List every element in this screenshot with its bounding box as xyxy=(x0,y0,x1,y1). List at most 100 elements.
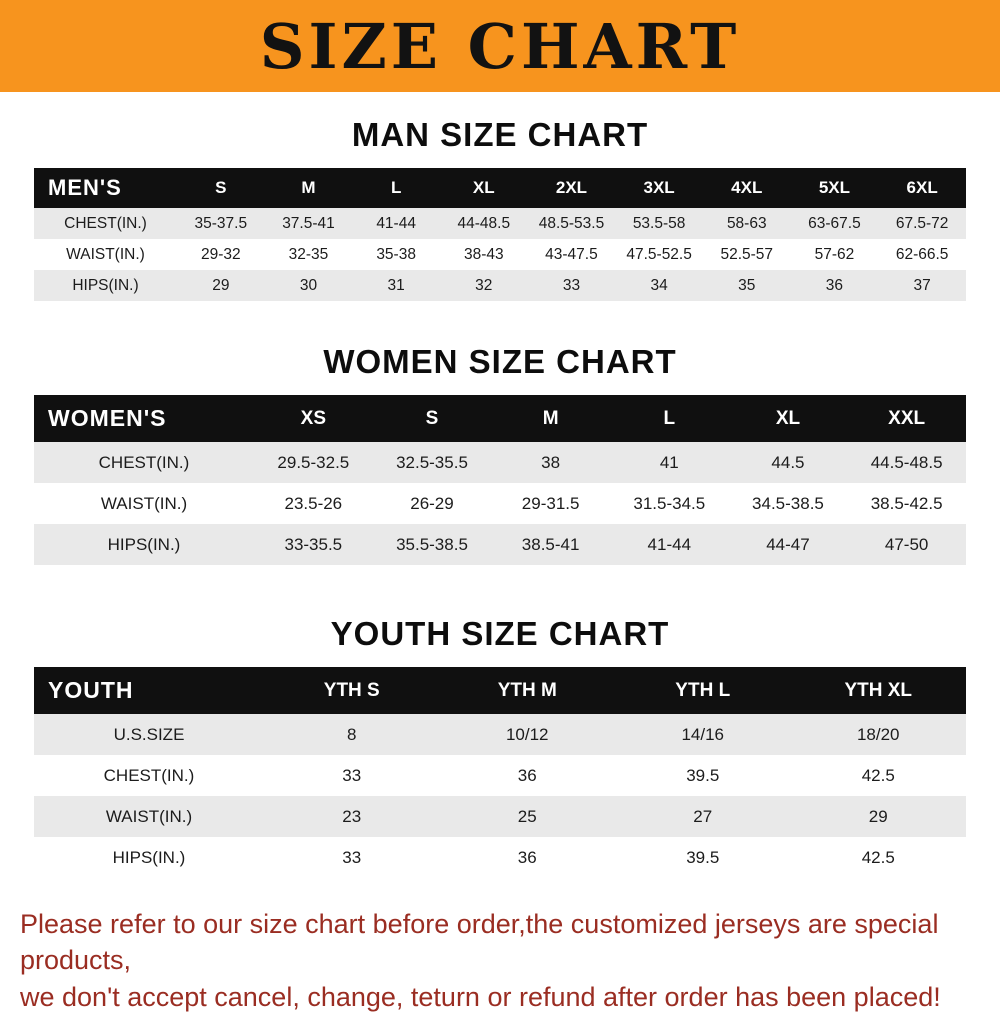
size-cell: 36 xyxy=(825,276,844,294)
size-cell: 29-32 xyxy=(201,245,241,263)
size-column-header: 4XL xyxy=(702,168,791,208)
size-cell: 33 xyxy=(342,847,362,867)
size-column-header: 3XL xyxy=(615,168,703,208)
size-cell: 35-37.5 xyxy=(194,214,248,232)
size-cell: 35 xyxy=(738,276,756,294)
size-cell: 27 xyxy=(693,806,713,826)
size-column-header: YTH M xyxy=(439,667,615,714)
row-label: HIPS(IN.) xyxy=(112,847,186,867)
size-cell: 62-66.5 xyxy=(895,245,949,263)
size-cell: 37.5-41 xyxy=(282,214,335,232)
size-cell: 32 xyxy=(475,276,493,294)
size-cell: 42.5 xyxy=(861,847,895,867)
size-cell: 52.5-57 xyxy=(720,245,774,263)
size-cell: 63-67.5 xyxy=(808,214,861,232)
men-size-table: MEN'S S M L XL 2XL 3XL 4XL 5XL 6XL CHEST(IN.) 35-37… xyxy=(34,168,966,301)
row-label: HIPS(IN.) xyxy=(72,276,139,294)
size-column-header: XS xyxy=(254,395,373,442)
size-cell: 33 xyxy=(342,765,362,785)
size-cell: 29.5-32.5 xyxy=(277,452,350,472)
size-cell: 32-35 xyxy=(288,245,329,263)
size-cell: 42.5 xyxy=(861,765,895,785)
size-cell: 67.5-72 xyxy=(895,214,949,232)
size-column-header: XL xyxy=(439,168,528,208)
women-section-heading: WOMEN SIZE CHART xyxy=(323,343,677,380)
size-column-header: S xyxy=(372,395,492,442)
footer-note-line1: Please refer to our size chart before or… xyxy=(20,909,939,976)
row-label: WAIST(IN.) xyxy=(100,493,188,513)
size-cell: 38-43 xyxy=(463,245,504,263)
size-column-header: XXL xyxy=(847,395,966,442)
table-group-label: MEN'S xyxy=(34,168,177,208)
size-cell: 10/12 xyxy=(505,724,549,744)
size-cell: 35-38 xyxy=(376,245,416,263)
size-cell: 25 xyxy=(517,806,537,826)
size-cell: 36 xyxy=(517,765,537,785)
size-column-header: M xyxy=(264,168,353,208)
size-cell: 29 xyxy=(868,806,888,826)
youth-section-heading: YOUTH SIZE CHART xyxy=(330,615,670,652)
table-row: CHEST(IN.) 33 36 39.5 42.5 xyxy=(34,755,966,796)
size-column-header: YTH S xyxy=(264,667,440,714)
size-cell: 29-31.5 xyxy=(521,493,580,513)
size-column-header: L xyxy=(609,395,729,442)
size-cell: 18/20 xyxy=(856,724,900,744)
youth-size-table: YOUTH YTH S YTH M YTH L YTH XL U.S.SIZE 8 10/12… xyxy=(34,667,966,878)
row-label: U.S.SIZE xyxy=(113,724,185,744)
size-cell: 44.5 xyxy=(771,452,805,472)
size-column-header: XL xyxy=(728,395,848,442)
size-cell: 31 xyxy=(387,276,405,294)
size-cell: 58-63 xyxy=(726,214,767,232)
size-column-header: L xyxy=(352,168,440,208)
size-cell: 34.5-38.5 xyxy=(752,493,824,513)
size-cell: 31.5-34.5 xyxy=(633,493,706,513)
size-cell: 33-35.5 xyxy=(284,534,343,554)
size-cell: 44-47 xyxy=(766,534,810,554)
footer-note: Please refer to our size chart before or… xyxy=(20,906,982,1015)
footer-note-line2: we don't accept cancel, change, teturn o… xyxy=(20,981,941,1012)
size-cell: 38.5-41 xyxy=(521,534,580,554)
size-cell: 38 xyxy=(541,452,561,472)
size-cell: 44-48.5 xyxy=(457,214,511,232)
size-cell: 36 xyxy=(517,847,537,867)
size-cell: 47-50 xyxy=(884,534,929,554)
table-row: WAIST(IN.) 23.5-26 26-29 29-31.5 31.5-34.5 34… xyxy=(34,483,966,524)
size-cell: 23 xyxy=(342,806,362,826)
table-header-row: YOUTH YTH S YTH M YTH L YTH XL xyxy=(34,667,966,714)
size-cell: 39.5 xyxy=(686,847,720,867)
size-cell: 14/16 xyxy=(681,724,725,744)
row-label: CHEST(IN.) xyxy=(64,214,147,232)
size-cell: 26-29 xyxy=(410,493,454,513)
size-column-header: 6XL xyxy=(878,168,966,208)
size-cell: 39.5 xyxy=(686,765,720,785)
size-cell: 48.5-53.5 xyxy=(538,214,605,232)
table-header-row: MEN'S S M L XL 2XL 3XL 4XL 5XL 6XL xyxy=(34,168,966,208)
size-cell: 8 xyxy=(347,724,357,744)
size-cell: 37 xyxy=(913,276,931,294)
size-cell: 23.5-26 xyxy=(284,493,343,513)
size-cell: 41-44 xyxy=(647,534,692,554)
table-group-label: YOUTH xyxy=(34,667,264,714)
row-label: CHEST(IN.) xyxy=(98,452,190,472)
size-cell: 35.5-38.5 xyxy=(396,534,468,554)
row-label: WAIST(IN.) xyxy=(66,245,145,263)
size-column-header: YTH XL xyxy=(790,667,966,714)
size-cell: 57-62 xyxy=(814,245,855,263)
size-cell: 41 xyxy=(659,452,679,472)
women-size-table: WOMEN'S XS S M L XL XXL CHEST(IN.) 29.5-32.5 32.5… xyxy=(34,395,966,565)
table-row: HIPS(IN.) 29 30 31 32 33 34 35 36 37 xyxy=(34,270,966,301)
table-header-row: WOMEN'S XS S M L XL XXL xyxy=(34,395,966,442)
size-cell: 47.5-52.5 xyxy=(626,245,692,263)
size-cell: 29 xyxy=(212,276,230,294)
table-row: HIPS(IN.) 33 36 39.5 42.5 xyxy=(34,837,966,878)
size-cell: 44.5-48.5 xyxy=(870,452,943,472)
table-row: HIPS(IN.) 33-35.5 35.5-38.5 38.5-41 41-44 44-… xyxy=(34,524,966,565)
size-cell: 30 xyxy=(299,276,318,294)
table-row: WAIST(IN.) 23 25 27 29 xyxy=(34,796,966,837)
table-row: WAIST(IN.) 29-32 32-35 35-38 38-43 43-47.5 47.… xyxy=(34,239,966,270)
size-cell: 33 xyxy=(562,276,581,294)
table-row: U.S.SIZE 8 10/12 14/16 18/20 xyxy=(34,714,966,755)
row-label: CHEST(IN.) xyxy=(103,765,195,785)
size-column-header: YTH L xyxy=(615,667,791,714)
size-cell: 32.5-35.5 xyxy=(396,452,468,472)
